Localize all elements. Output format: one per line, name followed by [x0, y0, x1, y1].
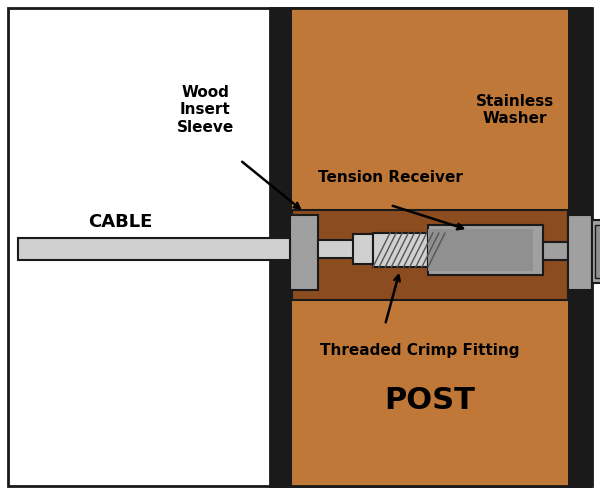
Bar	[270, 8, 590, 486]
Bar	[568, 8, 590, 486]
Bar	[18, 238, 290, 260]
Bar	[428, 229, 533, 271]
Bar	[318, 240, 373, 258]
Bar	[292, 210, 568, 300]
Bar	[373, 233, 428, 267]
Bar	[568, 215, 592, 290]
Bar	[270, 8, 590, 486]
Text: Threaded Crimp Fitting: Threaded Crimp Fitting	[320, 342, 520, 358]
Bar	[290, 215, 318, 290]
Bar	[543, 242, 568, 260]
Text: Wood
Insert
Sleeve: Wood Insert Sleeve	[176, 85, 233, 135]
Bar	[595, 225, 600, 278]
Text: POST: POST	[385, 385, 475, 414]
Text: Tension Receiver: Tension Receiver	[317, 170, 463, 186]
Text: Stainless
Washer: Stainless Washer	[476, 94, 554, 126]
Bar	[592, 220, 600, 283]
Text: CABLE: CABLE	[88, 213, 152, 231]
Bar	[270, 8, 292, 486]
Bar	[353, 234, 373, 264]
Bar	[428, 225, 543, 275]
